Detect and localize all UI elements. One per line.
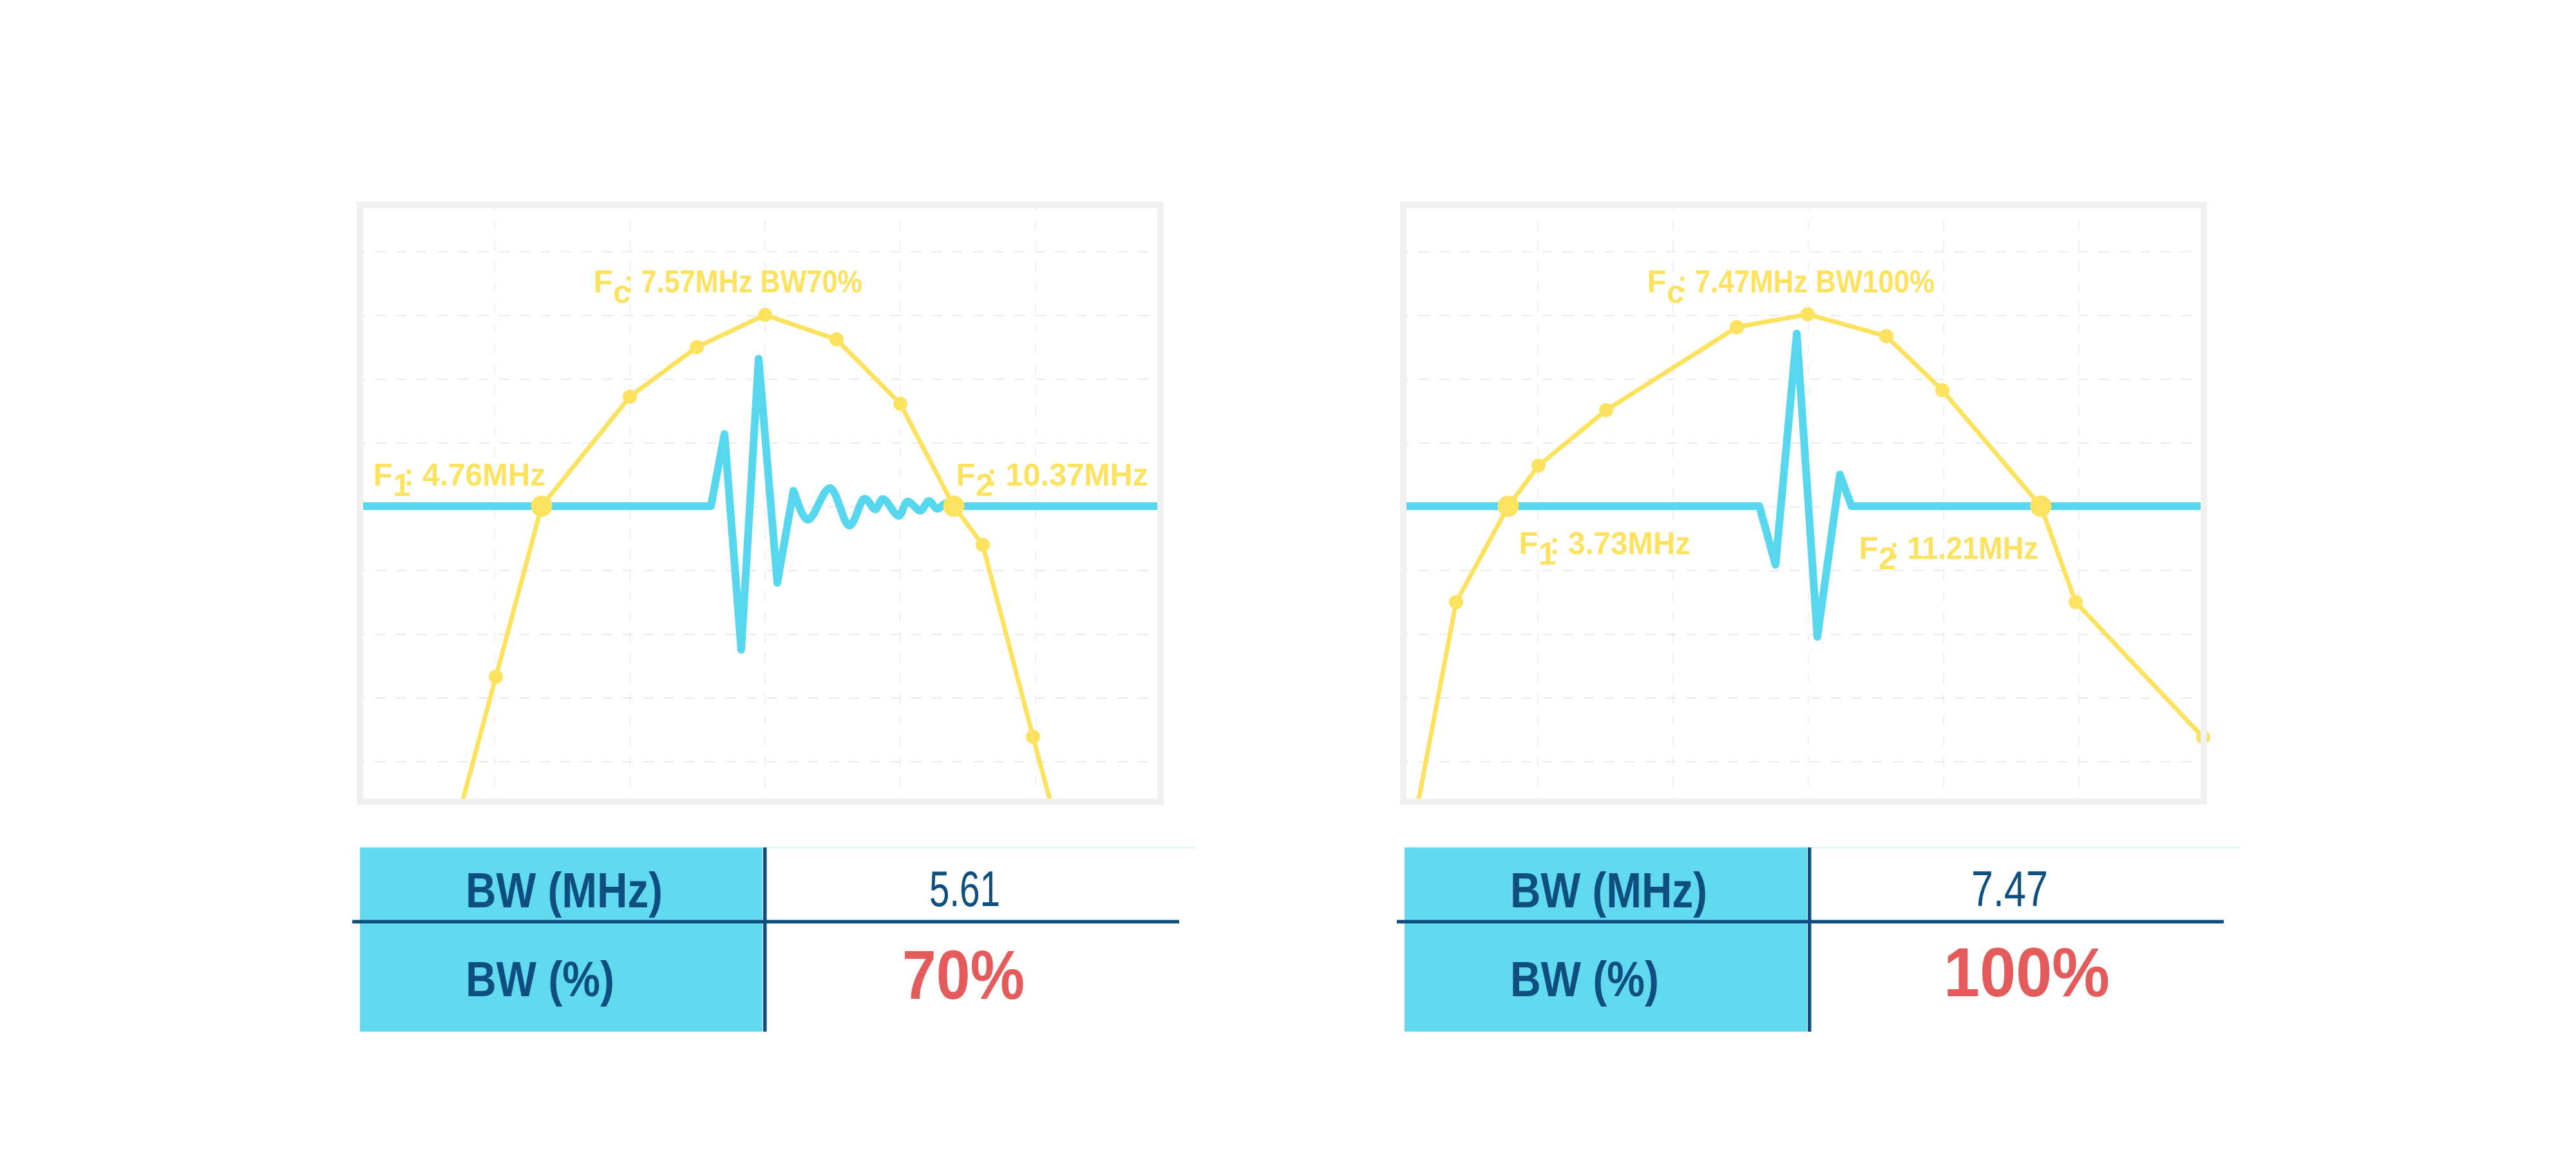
svg-text:BW (%): BW (%) — [466, 952, 614, 1007]
svg-text:1: 1 — [1539, 537, 1556, 572]
svg-text:1: 1 — [393, 468, 410, 503]
svg-text:F: F — [956, 458, 976, 493]
svg-text:: 7.47MHz BW100%: : 7.47MHz BW100% — [1678, 265, 1935, 299]
svg-text:70%: 70% — [902, 936, 1025, 1014]
svg-text:100%: 100% — [1944, 933, 2110, 1011]
svg-text:: 11.21MHz: : 11.21MHz — [1889, 531, 2038, 566]
svg-text:F: F — [374, 458, 393, 493]
svg-text:: 10.37MHz: : 10.37MHz — [987, 458, 1148, 493]
svg-text:: 4.76MHz: : 4.76MHz — [404, 458, 545, 493]
svg-text:: 7.57MHz BW70%: : 7.57MHz BW70% — [624, 265, 862, 299]
svg-text:2: 2 — [1879, 542, 1896, 576]
svg-text:F: F — [594, 265, 613, 299]
svg-text:5.61: 5.61 — [929, 860, 1000, 917]
svg-text:BW (MHz): BW (MHz) — [1510, 863, 1707, 918]
svg-text:BW (%): BW (%) — [1510, 952, 1659, 1007]
svg-text:2: 2 — [976, 468, 993, 503]
svg-text:c: c — [613, 275, 630, 310]
svg-text:F: F — [1519, 527, 1539, 562]
svg-text:7.47: 7.47 — [1971, 860, 2048, 917]
svg-text:c: c — [1667, 275, 1684, 310]
svg-text:BW (MHz): BW (MHz) — [466, 863, 663, 918]
svg-text:: 3.73MHz: : 3.73MHz — [1549, 527, 1690, 562]
svg-text:F: F — [1859, 531, 1879, 566]
svg-text:F: F — [1647, 265, 1667, 299]
